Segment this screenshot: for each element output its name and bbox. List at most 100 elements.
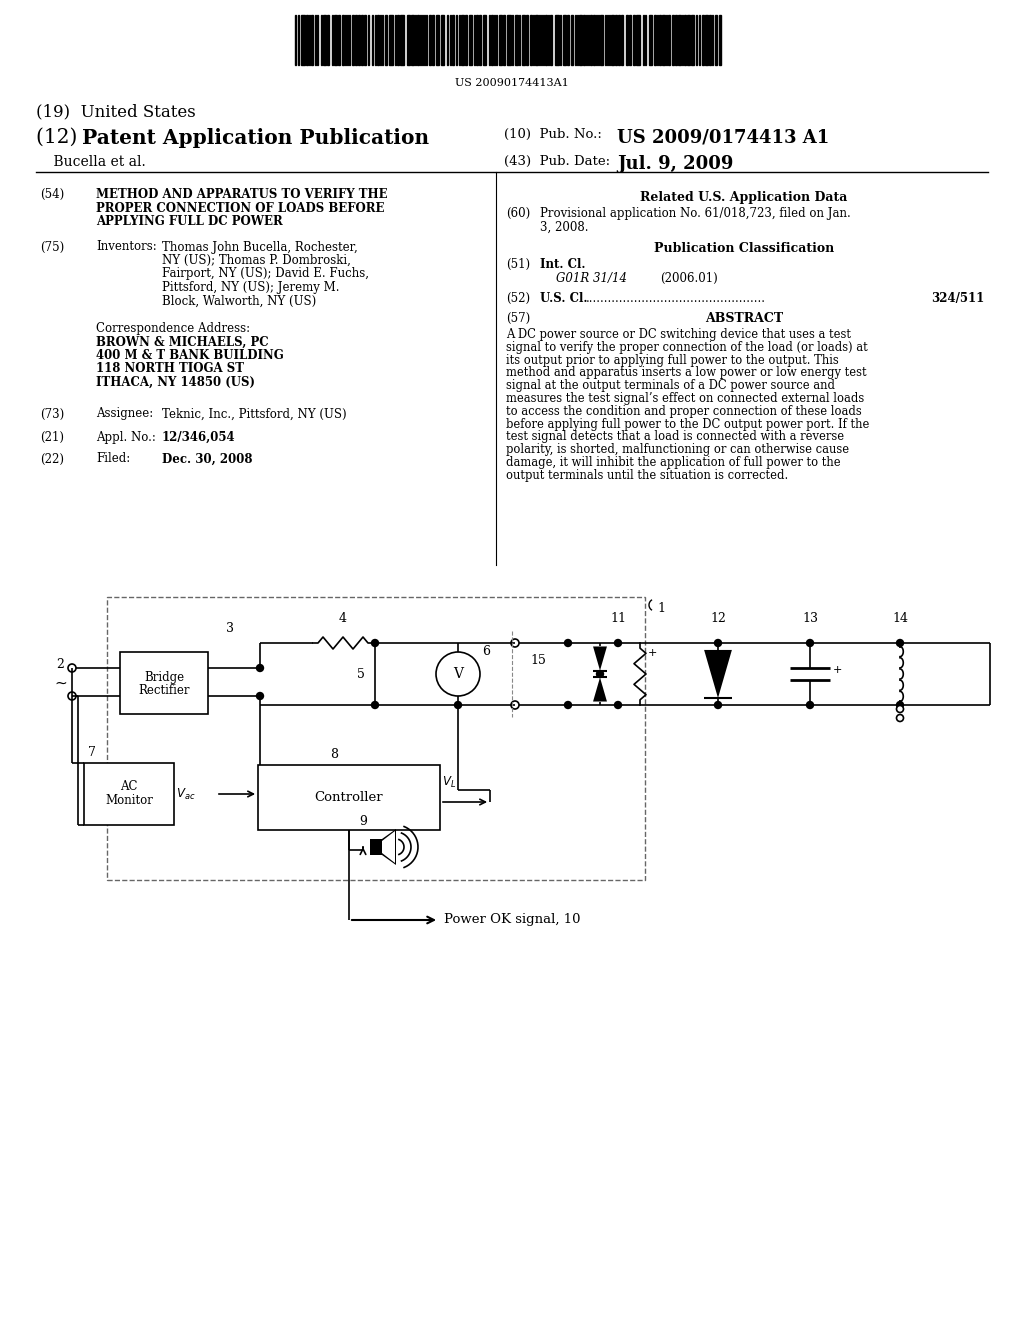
Text: (57): (57) [506, 312, 530, 325]
Text: V: V [453, 667, 463, 681]
Text: US 20090174413A1: US 20090174413A1 [455, 78, 569, 88]
Bar [678, 15, 681, 65]
Bar [633, 15, 635, 65]
Circle shape [68, 692, 76, 700]
Text: Pittsford, NY (US); Jeremy M.: Pittsford, NY (US); Jeremy M. [162, 281, 340, 294]
Bar [593, 15, 595, 65]
Bar [618, 15, 620, 65]
Text: Appl. No.:: Appl. No.: [96, 432, 156, 444]
Text: 9: 9 [359, 814, 367, 828]
Bar [705, 15, 708, 65]
Text: Bridge: Bridge [144, 671, 184, 684]
Bar [301, 15, 305, 65]
Text: (10)  Pub. No.:: (10) Pub. No.: [504, 128, 602, 141]
Text: damage, it will inhibit the application of full power to the: damage, it will inhibit the application … [506, 455, 841, 469]
Bar [515, 15, 518, 65]
Bar [555, 15, 559, 65]
Text: signal to verify the proper connection of the load (or loads) at: signal to verify the proper connection o… [506, 341, 867, 354]
Text: Monitor: Monitor [105, 795, 153, 808]
Text: (2006.01): (2006.01) [660, 272, 718, 285]
Bar [429, 15, 431, 65]
Bar [530, 15, 532, 65]
Text: US 2009/0174413 A1: US 2009/0174413 A1 [617, 128, 829, 147]
Text: (12): (12) [36, 128, 84, 147]
Bar [600, 15, 603, 65]
Text: Related U.S. Application Data: Related U.S. Application Data [640, 191, 848, 205]
Text: G01R 31/14: G01R 31/14 [556, 272, 627, 285]
Text: polarity, is shorted, malfunctioning or can otherwise cause: polarity, is shorted, malfunctioning or … [506, 444, 849, 457]
Bar [507, 15, 511, 65]
Bar [611, 15, 614, 65]
Circle shape [68, 664, 76, 672]
Bar [361, 15, 362, 65]
Bar [358, 15, 360, 65]
Text: PROPER CONNECTION OF LOADS BEFORE: PROPER CONNECTION OF LOADS BEFORE [96, 202, 384, 214]
Text: (52): (52) [506, 292, 530, 305]
Text: 2: 2 [56, 657, 63, 671]
Text: Teknic, Inc., Pittsford, NY (US): Teknic, Inc., Pittsford, NY (US) [162, 408, 347, 421]
Bar [662, 15, 665, 65]
Text: (21): (21) [40, 432, 63, 444]
Text: U.S. Cl.: U.S. Cl. [540, 292, 588, 305]
Polygon shape [382, 832, 395, 863]
Text: 118 NORTH TIOGA ST: 118 NORTH TIOGA ST [96, 363, 244, 375]
Text: Provisional application No. 61/018,723, filed on Jan.: Provisional application No. 61/018,723, … [540, 207, 851, 220]
Bar [675, 15, 677, 65]
Bar [461, 15, 464, 65]
Bar [306, 15, 308, 65]
Bar [400, 15, 404, 65]
Text: Jul. 9, 2009: Jul. 9, 2009 [617, 154, 733, 173]
Bar [311, 15, 313, 65]
Text: 5: 5 [357, 668, 365, 681]
Text: 14: 14 [892, 612, 908, 624]
Bar [397, 15, 399, 65]
Bar [649, 15, 652, 65]
Text: (19)  United States: (19) United States [36, 103, 196, 120]
Bar [571, 15, 573, 65]
Text: +: + [833, 665, 843, 675]
Bar [411, 15, 414, 65]
Bar [626, 15, 628, 65]
Text: test signal detects that a load is connected with a reverse: test signal detects that a load is conne… [506, 430, 844, 444]
Circle shape [511, 701, 519, 709]
Text: 15: 15 [530, 653, 546, 667]
Text: method and apparatus inserts a low power or low energy test: method and apparatus inserts a low power… [506, 367, 866, 379]
Circle shape [372, 639, 379, 647]
Text: 11: 11 [610, 612, 626, 624]
Bar [352, 15, 354, 65]
Bar [106, 597, 645, 880]
Circle shape [896, 705, 903, 713]
Bar [535, 15, 538, 65]
Text: AC: AC [120, 780, 138, 793]
Text: 13: 13 [802, 612, 818, 624]
Text: 4: 4 [339, 612, 347, 624]
Bar [719, 15, 721, 65]
Text: Publication Classification: Publication Classification [654, 242, 835, 255]
Bar [389, 15, 393, 65]
Circle shape [807, 639, 813, 647]
Circle shape [436, 652, 480, 696]
Bar [563, 15, 566, 65]
Text: before applying full power to the DC output power port. If the: before applying full power to the DC out… [506, 417, 869, 430]
Bar [483, 15, 486, 65]
Text: Rectifier: Rectifier [138, 685, 189, 697]
Bar [338, 15, 340, 65]
Text: (54): (54) [40, 187, 65, 201]
Text: 12/346,054: 12/346,054 [162, 432, 236, 444]
Text: (51): (51) [506, 257, 530, 271]
Polygon shape [370, 840, 382, 855]
Text: Dec. 30, 2008: Dec. 30, 2008 [162, 453, 253, 466]
Bar [629, 15, 631, 65]
Circle shape [896, 639, 903, 647]
Bar [377, 15, 379, 65]
Bar [659, 15, 662, 65]
Text: signal at the output terminals of a DC power source and: signal at the output terminals of a DC p… [506, 379, 835, 392]
Bar [672, 15, 674, 65]
Text: 12: 12 [710, 612, 726, 624]
Bar [469, 15, 472, 65]
Bar [120, 652, 208, 714]
Bar [636, 15, 640, 65]
Text: Inventors:: Inventors: [96, 240, 157, 253]
Bar [583, 15, 585, 65]
Polygon shape [705, 649, 732, 698]
